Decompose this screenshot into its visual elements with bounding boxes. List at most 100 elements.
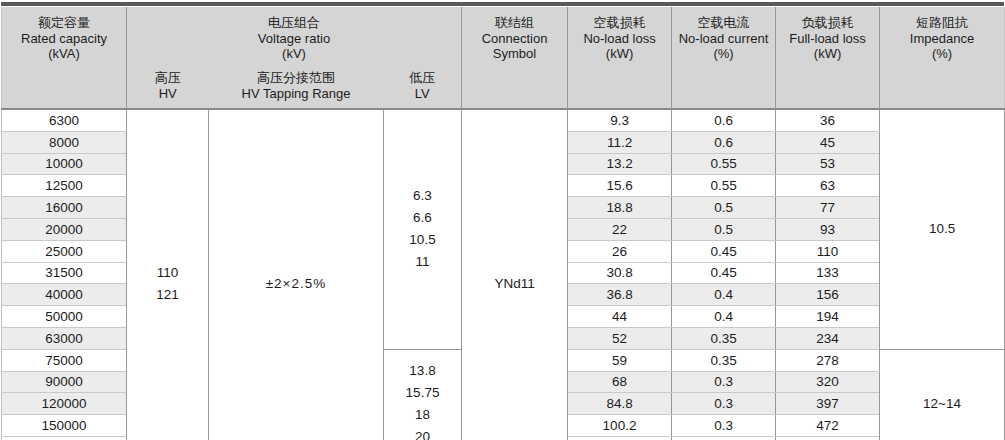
header-voltage-ratio-unit: (kV)	[127, 46, 461, 62]
table-row: 6300110121±2×2.5%6.36.610.511YNd119.30.6…	[2, 109, 1005, 131]
header-no-load-current-zh: 空载电流	[672, 15, 775, 31]
hv-cell-line: 121	[127, 284, 208, 306]
lv-cell-line: 13.8	[384, 360, 461, 382]
full-load-loss-cell: 133	[776, 262, 880, 284]
lv-cell-line: 10.5	[384, 229, 461, 251]
header-no-load-loss-unit: (kW)	[568, 46, 671, 62]
no-load-loss-cell: 15.6	[568, 175, 672, 197]
full-load-loss-cell: 77	[776, 197, 880, 219]
no-load-current-cell: 0.3	[672, 371, 776, 393]
impedance-cell: 10.5	[880, 109, 1005, 349]
no-load-loss-cell: 13.2	[568, 153, 672, 175]
top-accent-bar	[1, 2, 1004, 6]
header-impedance: 短路阻抗 Impedance (%)	[880, 7, 1005, 109]
transformer-spec-table: 额定容量 Rated capacity (kVA) 电压组合 Voltage r…	[1, 7, 1005, 440]
no-load-loss-cell: 84.8	[568, 393, 672, 415]
full-load-loss-cell: 472	[776, 415, 880, 437]
header-lv: 低压 LV	[384, 66, 462, 109]
lv-cell-line: 15.75	[384, 382, 461, 404]
lv-cell: 13.815.751820	[384, 349, 462, 440]
no-load-loss-cell: 26	[568, 240, 672, 262]
header-no-load-current-unit: (%)	[672, 46, 775, 62]
capacity-cell: 25000	[2, 240, 127, 262]
header-voltage-ratio-en: Voltage ratio	[127, 31, 461, 47]
header-impedance-zh: 短路阻抗	[880, 15, 1004, 31]
header-full-load-loss: 负载损耗 Full-load loss (kW)	[776, 7, 880, 109]
no-load-loss-cell: 11.2	[568, 131, 672, 153]
table-body: 6300110121±2×2.5%6.36.610.511YNd119.30.6…	[2, 109, 1005, 440]
lv-cell-line: 6.3	[384, 185, 461, 207]
capacity-cell: 63000	[2, 327, 127, 349]
header-lv-en: LV	[384, 86, 462, 102]
no-load-current-cell: 0.5	[672, 197, 776, 219]
no-load-loss-cell: 59	[568, 349, 672, 371]
header-connection-symbol: 联结组 Connection Symbol	[462, 7, 568, 109]
no-load-loss-cell: 112.5	[568, 436, 672, 440]
header-no-load-loss: 空载损耗 No-load loss (kW)	[568, 7, 672, 109]
header-full-load-loss-unit: (kW)	[776, 46, 879, 62]
header-lv-zh: 低压	[384, 70, 462, 86]
header-no-load-current: 空载电流 No-load current (%)	[672, 7, 776, 109]
full-load-loss-cell: 234	[776, 327, 880, 349]
hv-cell: 110121	[127, 109, 209, 440]
header-rated-capacity-unit: (kVA)	[2, 46, 126, 62]
header-row-main: 额定容量 Rated capacity (kVA) 电压组合 Voltage r…	[2, 7, 1005, 66]
no-load-current-cell: 0.4	[672, 306, 776, 328]
no-load-loss-cell: 44	[568, 306, 672, 328]
table-header: 额定容量 Rated capacity (kVA) 电压组合 Voltage r…	[2, 7, 1005, 109]
header-no-load-current-en: No-load current	[672, 31, 775, 47]
capacity-cell: 180000	[2, 436, 127, 440]
full-load-loss-cell: 156	[776, 284, 880, 306]
no-load-loss-cell: 36.8	[568, 284, 672, 306]
no-load-loss-cell: 68	[568, 371, 672, 393]
header-hv-tapping-en: HV Tapping Range	[209, 86, 384, 102]
full-load-loss-cell: 532	[776, 436, 880, 440]
no-load-current-cell: 0.3	[672, 393, 776, 415]
capacity-cell: 31500	[2, 262, 127, 284]
lv-cell-line: 18	[384, 404, 461, 426]
header-rated-capacity: 额定容量 Rated capacity (kVA)	[2, 7, 127, 109]
no-load-current-cell: 0.6	[672, 109, 776, 131]
capacity-cell: 90000	[2, 371, 127, 393]
capacity-cell: 6300	[2, 109, 127, 131]
header-connection-en2: Symbol	[462, 46, 567, 62]
header-voltage-ratio: 电压组合 Voltage ratio (kV)	[127, 7, 462, 66]
lv-cell-line: 11	[384, 251, 461, 273]
no-load-current-cell: 0.6	[672, 131, 776, 153]
header-impedance-en: Impedance	[880, 31, 1004, 47]
capacity-cell: 10000	[2, 153, 127, 175]
header-rated-capacity-en: Rated capacity	[2, 31, 126, 47]
no-load-loss-cell: 52	[568, 327, 672, 349]
capacity-cell: 12500	[2, 175, 127, 197]
header-hv-zh: 高压	[127, 70, 209, 86]
capacity-cell: 75000	[2, 349, 127, 371]
capacity-cell: 50000	[2, 306, 127, 328]
header-connection-en: Connection	[462, 31, 567, 47]
full-load-loss-cell: 53	[776, 153, 880, 175]
no-load-current-cell: 0.4	[672, 284, 776, 306]
full-load-loss-cell: 278	[776, 349, 880, 371]
header-hv-tapping-zh: 高压分接范围	[209, 70, 384, 86]
no-load-current-cell: 0.35	[672, 349, 776, 371]
full-load-loss-cell: 45	[776, 131, 880, 153]
impedance-cell: 12~14	[880, 349, 1005, 440]
no-load-current-cell: 0.3	[672, 415, 776, 437]
header-no-load-loss-en: No-load loss	[568, 31, 671, 47]
header-rated-capacity-zh: 额定容量	[2, 15, 126, 31]
full-load-loss-cell: 194	[776, 306, 880, 328]
full-load-loss-cell: 110	[776, 240, 880, 262]
header-no-load-loss-zh: 空载损耗	[568, 15, 671, 31]
header-voltage-ratio-zh: 电压组合	[127, 15, 461, 31]
capacity-cell: 16000	[2, 197, 127, 219]
capacity-cell: 120000	[2, 393, 127, 415]
no-load-current-cell: 0.5	[672, 218, 776, 240]
no-load-current-cell: 0.45	[672, 240, 776, 262]
header-full-load-loss-zh: 负载损耗	[776, 15, 879, 31]
capacity-cell: 40000	[2, 284, 127, 306]
header-hv-en: HV	[127, 86, 209, 102]
no-load-current-cell: 0.25	[672, 436, 776, 440]
full-load-loss-cell: 397	[776, 393, 880, 415]
full-load-loss-cell: 320	[776, 371, 880, 393]
no-load-loss-cell: 9.3	[568, 109, 672, 131]
capacity-cell: 150000	[2, 415, 127, 437]
